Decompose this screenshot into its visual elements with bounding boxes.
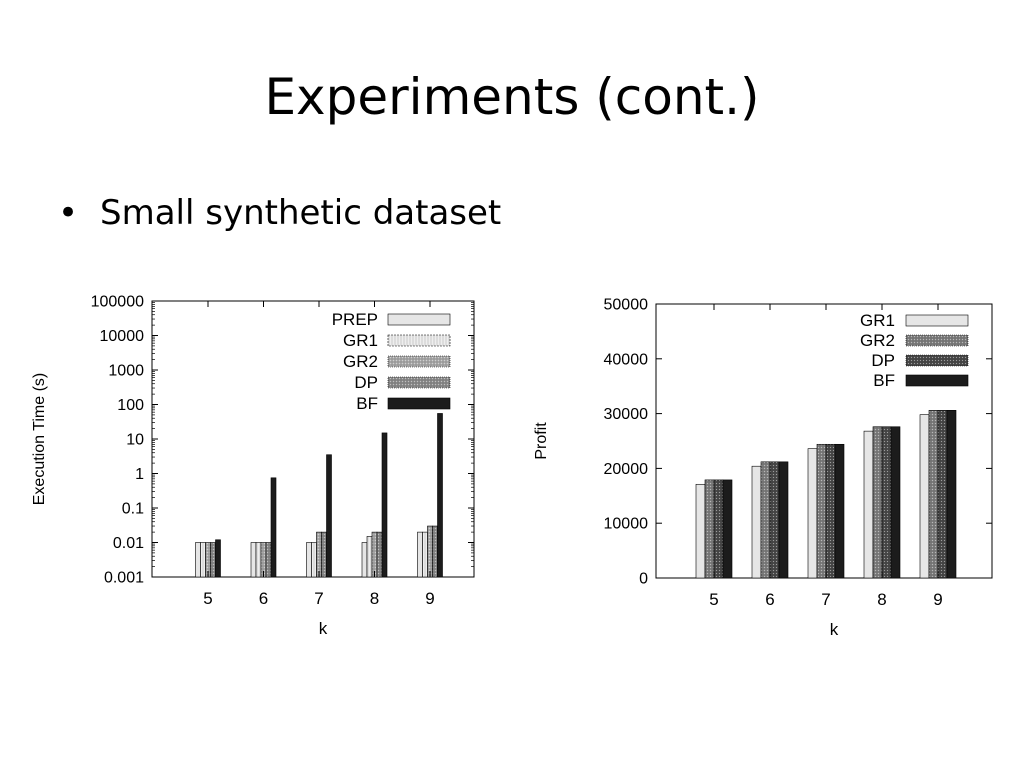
x-tick-label: 5 [203,589,212,608]
legend-swatch-gr2 [387,355,451,368]
x-tick-label: 9 [933,590,942,609]
bar-gr1-k9 [422,531,428,578]
bar-gr1-k6 [255,542,262,578]
bar-bf-k9 [946,410,957,579]
y-tick-label: 50000 [604,297,649,314]
bar-gr1-k9 [919,414,930,579]
legend-swatch-bf [387,397,451,410]
bar-gr2-k7 [316,531,322,578]
y-tick-label: 30000 [604,406,649,423]
bar-gr2-k6 [760,461,771,579]
bar-gr2-k8 [371,531,378,578]
bar-dp-k9 [432,525,438,578]
legend-label-bf: BF [873,371,895,390]
y-axis-label: Execution Time (s) [31,373,48,505]
bar-gr1-k7 [807,448,818,579]
legend-label-gr2: GR2 [343,352,378,371]
bar-bf-k5 [722,479,733,579]
legend-swatch-prep [387,313,451,326]
legend-swatch-dp [387,376,451,389]
x-tick-label: 6 [259,589,268,608]
bar-bf-k6 [778,461,789,579]
bar-bf-k6 [270,477,277,578]
legend-label-dp: DP [871,351,895,370]
x-tick-label: 7 [314,589,323,608]
bar-bf-k7 [834,443,845,579]
bar-bf-k8 [381,432,388,578]
bar-prep-k9 [417,531,423,578]
bar-prep-k5 [195,542,201,578]
legend: PREP GR1 GR2 DP BF [332,310,451,413]
x-tick-label: 6 [765,590,774,609]
bar-gr1-k5 [695,483,706,579]
y-tick-label: 1 [135,466,144,483]
bar-prep-k6 [250,542,257,578]
bar-gr1-k7 [311,542,317,578]
x-tick-label: 8 [370,589,379,608]
bar-prep-k7 [306,542,312,578]
bar-dp-k5 [713,479,724,579]
y-tick-label: 10000 [100,328,145,345]
x-tick-label: 8 [877,590,886,609]
bar-gr1-k5 [200,542,206,578]
y-tick-label: 10000 [604,516,649,533]
bar-gr2-k9 [928,410,939,579]
bullet-text: Small synthetic dataset [100,193,502,233]
legend-swatch-dp [905,354,969,367]
y-tick-label: 0 [639,571,648,588]
bar-bf-k7 [326,454,332,578]
profit-chart: 0 10000 20000 30000 40000 50000 5 6 7 8 9 k Profit GR… [533,297,993,639]
bar-prep-k8 [361,542,368,578]
legend-label-gr1: GR1 [860,311,895,330]
bar-bf-k9 [437,413,443,578]
bar-dp-k8 [376,531,383,578]
bar-gr2-k7 [816,443,827,579]
legend-label-gr1: GR1 [343,331,378,350]
legend-label-prep: PREP [332,310,378,329]
y-tick-label: 0.001 [104,570,144,587]
bar-gr2-k8 [872,426,883,579]
y-tick-label: 0.1 [122,501,144,518]
bar-dp-k5 [210,542,216,578]
bar-gr1-k8 [863,430,874,579]
bar-dp-k7 [321,531,327,578]
y-tick-label: 100000 [91,294,144,311]
bar-gr1-k6 [751,465,762,579]
bar-gr2-k9 [427,525,433,578]
y-tick-label: 1000 [108,363,144,380]
bullet-marker: • [58,193,79,233]
bar-dp-k7 [825,443,836,579]
x-tick-label: 5 [709,590,718,609]
bar-bf-k5 [215,539,221,578]
y-tick-label: 40000 [604,351,649,368]
legend-label-gr2: GR2 [860,331,895,350]
legend-swatch-bf [905,374,969,387]
y-tick-label: 10 [126,432,144,449]
bar-gr2-k5 [704,479,715,579]
execution-time-chart: 0.001 0.01 0.1 1 10 100 1000 10000 100000 5 6 7 8 9 k E… [31,294,475,638]
bullet-item: • Small synthetic dataset [58,188,501,238]
bar-dp-k6 [265,542,272,578]
y-tick-label: 20000 [604,461,649,478]
bar-dp-k8 [881,426,892,579]
bar-dp-k6 [769,461,780,579]
bar-gr1-k8 [366,536,373,578]
slide-title: Experiments (cont.) [264,68,760,126]
legend-swatch-gr2 [905,334,969,347]
y-tick-label: 100 [117,397,144,414]
x-tick-label: 9 [425,589,434,608]
bullet-list: • Small synthetic dataset [58,188,501,238]
legend-swatch-gr1 [905,314,969,327]
y-tick-label: 0.01 [113,535,144,552]
bar-bf-k8 [890,426,901,579]
bar-dp-k9 [937,410,948,579]
legend-label-bf: BF [356,394,378,413]
legend-swatch-gr1 [387,334,451,347]
x-axis-label: k [319,619,328,638]
x-tick-label: 7 [821,590,830,609]
x-axis-label: k [830,620,839,639]
legend-label-dp: DP [354,373,378,392]
y-axis-label: Profit [533,422,550,460]
